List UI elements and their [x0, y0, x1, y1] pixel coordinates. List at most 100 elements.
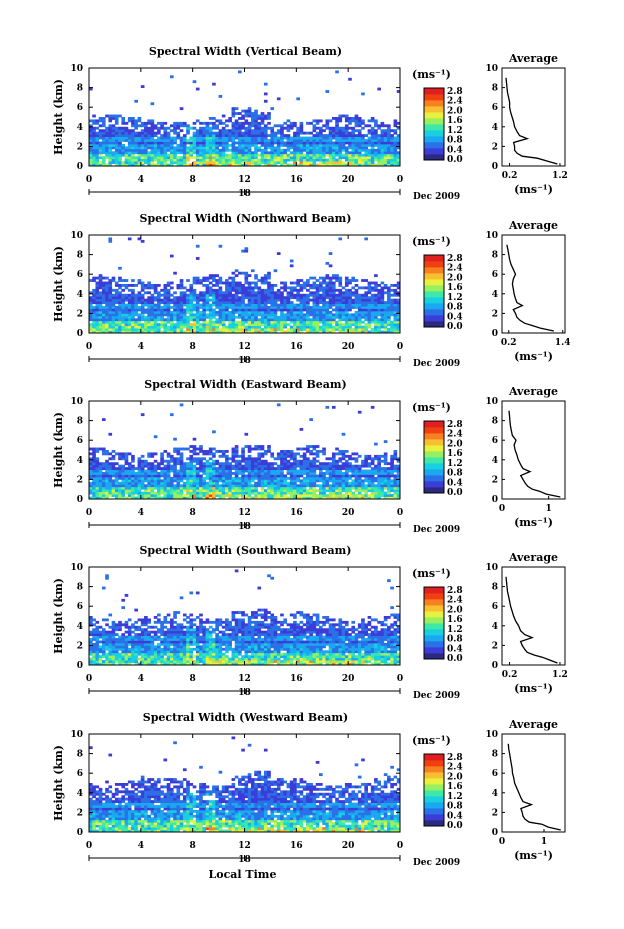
heatmap-cell [137, 281, 142, 285]
heatmap-cell [208, 481, 213, 485]
heatmap-cell [163, 469, 168, 473]
heatmap-cell [134, 293, 138, 297]
heatmap-cell [127, 328, 132, 331]
heatmap-cell [199, 313, 203, 317]
heatmap-cell [312, 308, 317, 312]
heatmap-cell [293, 476, 297, 480]
heatmap-cell [241, 291, 245, 295]
heatmap-cell [114, 479, 119, 483]
heatmap-cell [234, 134, 239, 137]
heatmap-cell [182, 474, 187, 478]
heatmap-cell [105, 291, 109, 295]
heatmap-cell [202, 134, 207, 137]
heatmap-cell [299, 310, 304, 314]
heatmap-cell [105, 141, 109, 145]
heatmap-cell [131, 315, 135, 319]
heatmap-cell [199, 131, 203, 135]
heatmap-cell [173, 472, 177, 475]
heatmap-cell [244, 148, 249, 152]
heatmap-cell [105, 284, 109, 287]
heatmap-cell [325, 323, 330, 327]
heatmap-cell [225, 330, 229, 334]
heatmap-cell [283, 452, 288, 456]
heatmap-cell [205, 139, 210, 142]
heatmap-cell [396, 281, 401, 285]
heatmap-cell [283, 467, 288, 470]
heatmap-cell [121, 306, 126, 309]
heatmap-cell [137, 462, 142, 466]
heatmap-cell [147, 303, 151, 307]
heatmap-cell [328, 264, 333, 268]
heatmap-cell [179, 486, 184, 490]
heatmap-cell [231, 296, 236, 300]
heatmap-cell [374, 303, 378, 307]
heatmap-cell [192, 318, 197, 322]
heatmap-cell [328, 288, 333, 292]
heatmap-cell [241, 301, 245, 304]
heatmap-cell [393, 313, 398, 317]
heatmap-cell [322, 452, 326, 456]
heatmap-cell [322, 303, 326, 307]
heatmap-cell [157, 313, 161, 317]
heatmap-cell [166, 325, 171, 329]
heatmap-cell [231, 161, 236, 164]
heatmap-cell [357, 323, 362, 327]
heatmap-cell [289, 452, 294, 456]
heatmap-cell [283, 330, 288, 334]
heatmap-cell [312, 325, 317, 329]
heatmap-cell [361, 146, 365, 150]
heatmap-cell [150, 119, 155, 123]
heatmap-cell [315, 476, 320, 480]
heatmap-cell [351, 139, 356, 142]
heatmap-cell [147, 325, 151, 329]
heatmap-cell [215, 494, 219, 497]
heatmap-cell [361, 92, 365, 96]
heatmap-cell [166, 486, 171, 490]
heatmap-cell [341, 141, 346, 145]
heatmap-cell [121, 134, 126, 137]
heatmap-cell [341, 161, 346, 164]
heatmap-cell [328, 284, 333, 287]
heatmap-cell [118, 328, 122, 331]
heatmap-cell [335, 70, 339, 74]
heatmap-cell [335, 136, 339, 140]
heatmap-cell [195, 141, 200, 145]
heatmap-cell [173, 156, 177, 160]
heatmap-cell [296, 330, 300, 334]
heatmap-cell [338, 114, 343, 118]
heatmap-cell [244, 308, 249, 312]
heatmap-cell [215, 163, 219, 167]
heatmap-cell [276, 472, 281, 475]
heatmap-cell [92, 134, 96, 137]
heatmap-cell [260, 119, 265, 123]
heatmap-cell [140, 486, 145, 490]
heatmap-cell [364, 134, 368, 137]
heatmap-cell [182, 301, 187, 304]
heatmap-cell [383, 161, 388, 164]
heatmap-cell [299, 126, 304, 130]
heatmap-cell [179, 107, 184, 111]
heatmap-cell [147, 121, 151, 125]
heatmap-cell [370, 139, 375, 142]
heatmap-cell [302, 325, 307, 329]
heatmap-cell [221, 129, 226, 133]
heatmap-cell [95, 447, 100, 451]
heatmap-cell [328, 119, 333, 123]
day-label: 18 [238, 189, 251, 199]
heatmap-cell [215, 472, 219, 475]
heatmap-cell [98, 325, 103, 329]
heatmap-cell [364, 286, 368, 290]
heatmap-cell [319, 496, 323, 500]
heatmap-cell [244, 479, 249, 483]
heatmap-cell [179, 330, 184, 334]
heatmap-cell [228, 281, 232, 285]
y-axis-label: Height (km) [52, 412, 65, 488]
heatmap-cell [101, 476, 106, 480]
heatmap-cell [144, 158, 148, 162]
heatmap-cell [157, 325, 161, 329]
heatmap-cell [309, 151, 313, 155]
heatmap-cell [101, 301, 106, 304]
y-tick-label: 2 [77, 309, 83, 319]
heatmap-cell [276, 156, 281, 160]
heatmap-cell [296, 158, 300, 162]
